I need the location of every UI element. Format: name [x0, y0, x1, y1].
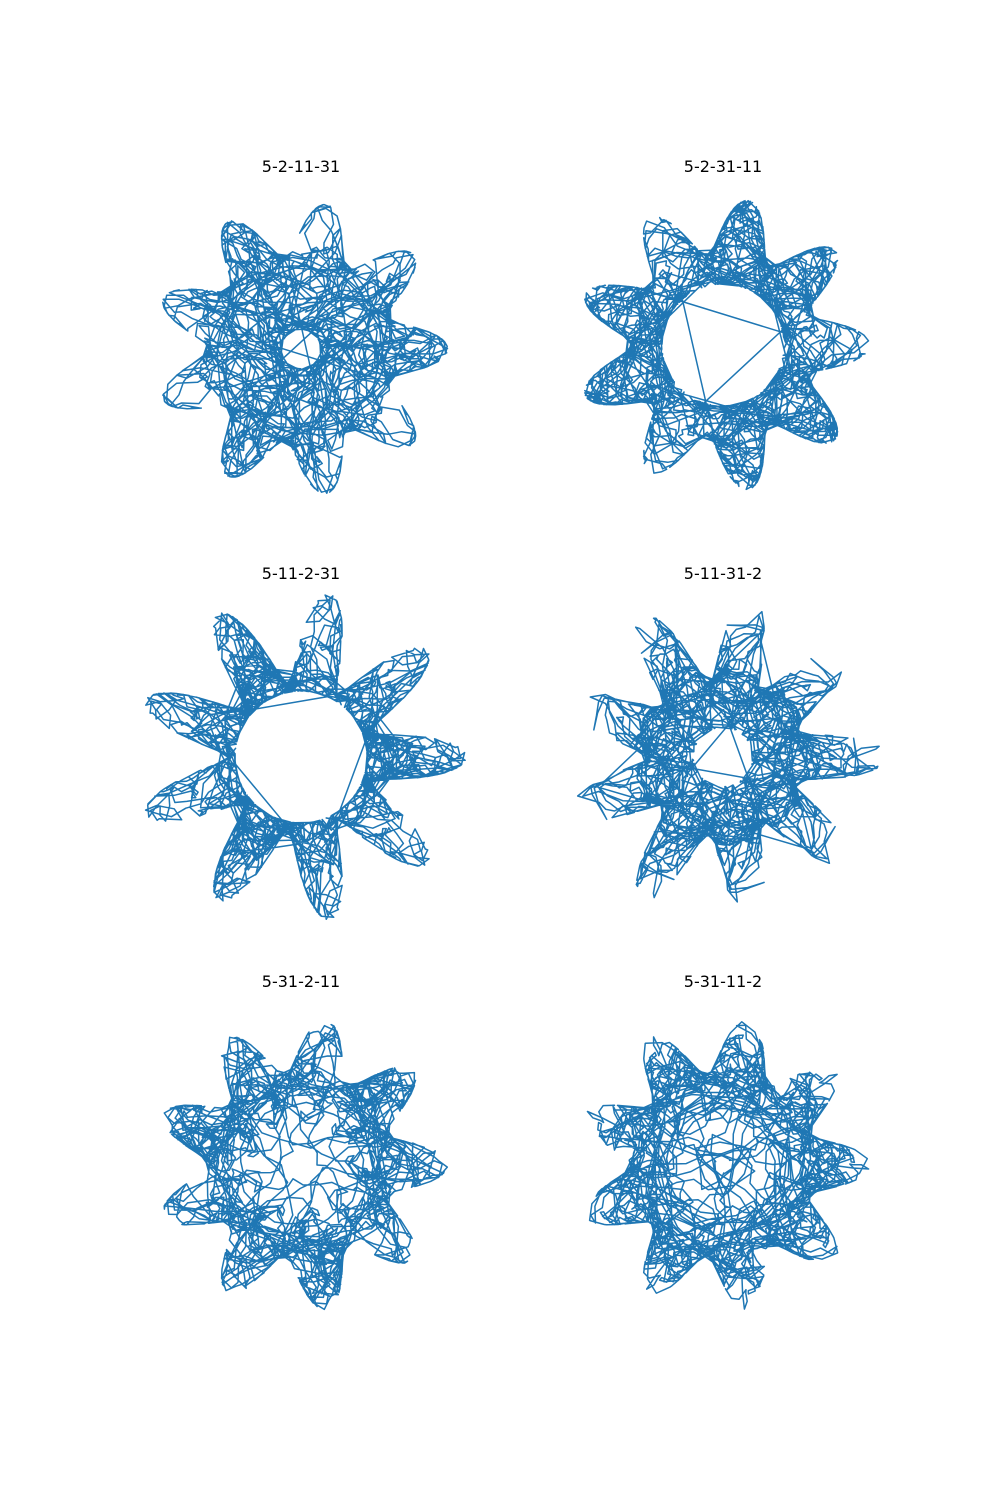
panel-1: 5-2-11-31: [162, 157, 449, 494]
panel-curve-1: [162, 203, 449, 494]
panel-5: 5-31-2-11: [163, 972, 449, 1311]
panel-curve-4: [576, 610, 880, 903]
panel-title-1: 5-2-11-31: [262, 157, 340, 176]
panel-title-5: 5-31-2-11: [262, 972, 340, 991]
panel-title-3: 5-11-2-31: [262, 564, 340, 583]
panel-3: 5-11-2-31: [144, 564, 466, 921]
panel-curve-3: [144, 594, 466, 921]
panel-curve-6: [586, 1021, 870, 1310]
panel-title-2: 5-2-31-11: [684, 157, 762, 176]
panel-title-6: 5-31-11-2: [684, 972, 762, 991]
panel-curve-5: [163, 1023, 449, 1311]
panel-2: 5-2-31-11: [584, 157, 870, 491]
panel-4: 5-11-31-2: [576, 564, 880, 903]
panel-6: 5-31-11-2: [586, 972, 870, 1310]
panel-curve-2: [584, 199, 870, 491]
panel-title-4: 5-11-31-2: [684, 564, 762, 583]
